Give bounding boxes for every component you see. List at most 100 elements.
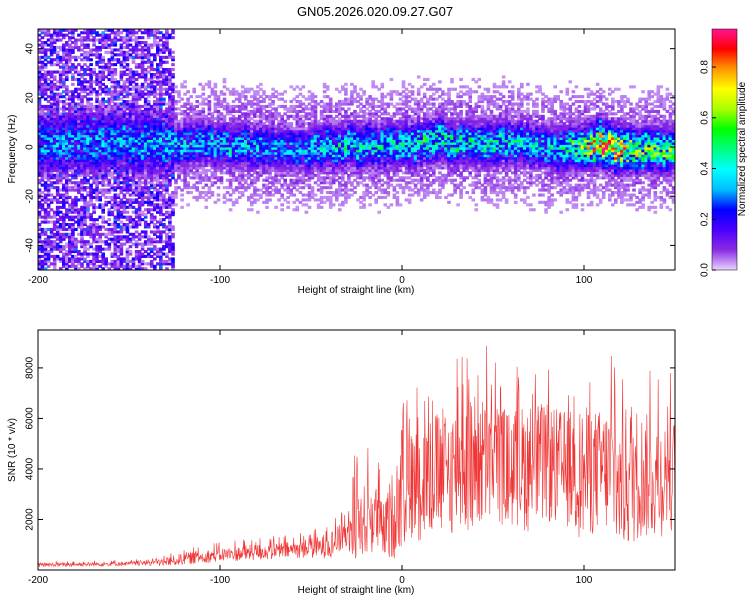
heatmap-cell bbox=[62, 156, 66, 160]
heatmap-cell bbox=[62, 100, 66, 104]
heatmap-cell bbox=[228, 173, 233, 177]
heatmap-cell bbox=[301, 129, 306, 133]
heatmap-cell bbox=[143, 119, 148, 123]
heatmap-cell bbox=[77, 104, 81, 108]
heatmap-cell bbox=[104, 154, 108, 158]
heatmap-cell bbox=[240, 102, 245, 106]
heatmap-cell bbox=[289, 193, 294, 197]
heatmap-cell bbox=[310, 164, 315, 168]
heatmap-cell bbox=[77, 124, 81, 128]
heatmap-cell bbox=[180, 85, 184, 89]
heatmap-cell bbox=[74, 29, 78, 32]
heatmap-cell bbox=[43, 218, 48, 222]
heatmap-cell bbox=[183, 80, 187, 84]
heatmap-cell bbox=[52, 159, 57, 163]
heatmap-cell bbox=[38, 43, 42, 47]
heatmap-cell bbox=[113, 114, 118, 118]
heatmap-cell bbox=[71, 75, 75, 79]
heatmap-cell bbox=[216, 161, 221, 165]
heatmap-cell bbox=[92, 210, 96, 214]
heatmap-cell bbox=[62, 154, 66, 158]
heatmap-cell bbox=[107, 227, 112, 231]
heatmap-cell bbox=[119, 36, 124, 40]
heatmap-cell bbox=[46, 166, 51, 170]
heatmap-cell bbox=[131, 149, 136, 153]
heatmap-cell bbox=[95, 90, 99, 94]
heatmap-cell bbox=[110, 132, 115, 136]
heatmap-cell bbox=[156, 225, 160, 229]
heatmap-cell bbox=[52, 132, 57, 136]
heatmap-cell bbox=[253, 166, 257, 170]
heatmap-cell bbox=[137, 146, 142, 150]
heatmap-cell bbox=[113, 33, 118, 37]
heatmap-cell bbox=[89, 154, 93, 158]
heatmap-cell bbox=[95, 176, 99, 180]
heatmap-cell bbox=[219, 159, 224, 163]
heatmap-cell bbox=[219, 117, 224, 121]
heatmap-cell bbox=[116, 176, 121, 180]
heatmap-cell bbox=[80, 223, 84, 227]
heatmap-cell bbox=[204, 205, 209, 209]
heatmap-cell bbox=[43, 164, 48, 168]
heatmap-cell bbox=[49, 166, 54, 170]
heatmap-cell bbox=[265, 178, 269, 182]
heatmap-cell bbox=[113, 156, 118, 160]
heatmap-cell bbox=[265, 144, 269, 148]
heatmap-cell bbox=[292, 146, 297, 150]
heatmap-cell bbox=[228, 183, 233, 187]
heatmap-cell bbox=[110, 117, 115, 121]
heatmap-cell bbox=[301, 102, 306, 106]
heatmap-cell bbox=[122, 164, 127, 168]
heatmap-cell bbox=[301, 178, 306, 182]
heatmap-cell bbox=[140, 65, 145, 69]
heatmap-cell bbox=[189, 146, 193, 150]
heatmap-cell bbox=[113, 223, 118, 227]
heatmap-cell bbox=[253, 114, 257, 118]
heatmap-cell bbox=[68, 178, 72, 182]
heatmap-cell bbox=[280, 114, 284, 118]
heatmap-cell bbox=[113, 168, 118, 172]
heatmap-cell bbox=[83, 181, 87, 185]
heatmap-cell bbox=[143, 124, 148, 128]
heatmap-cell bbox=[240, 171, 245, 175]
heatmap-cell bbox=[201, 149, 206, 153]
heatmap-cell bbox=[195, 154, 199, 158]
heatmap-cell bbox=[38, 124, 42, 128]
heatmap-cell bbox=[83, 213, 87, 217]
heatmap-cell bbox=[43, 50, 48, 54]
heatmap-cell bbox=[119, 264, 124, 268]
heatmap-cell bbox=[119, 48, 124, 52]
heatmap-cell bbox=[174, 151, 178, 155]
heatmap-cell bbox=[80, 82, 84, 86]
heatmap-cell bbox=[119, 43, 124, 47]
heatmap-cell bbox=[159, 262, 163, 266]
heatmap-cell bbox=[107, 136, 112, 140]
heatmap-cell bbox=[171, 250, 175, 254]
heatmap-cell bbox=[280, 151, 284, 155]
heatmap-cell bbox=[216, 100, 221, 104]
heatmap-cell bbox=[168, 80, 172, 84]
heatmap-cell bbox=[177, 132, 181, 136]
heatmap-cell bbox=[310, 168, 315, 172]
heatmap-cell bbox=[256, 109, 260, 113]
heatmap-cell bbox=[244, 122, 248, 126]
heatmap-cell bbox=[134, 122, 139, 126]
heatmap-cell bbox=[140, 247, 145, 251]
heatmap-cell bbox=[210, 90, 215, 94]
heatmap-cell bbox=[131, 55, 136, 59]
heatmap-cell bbox=[165, 134, 169, 138]
heatmap-cell bbox=[174, 141, 178, 145]
heatmap-cell bbox=[38, 122, 42, 126]
heatmap-cell bbox=[304, 193, 309, 197]
heatmap-cell bbox=[49, 186, 54, 190]
heatmap-cell bbox=[80, 85, 84, 89]
heatmap-cell bbox=[77, 146, 81, 150]
heatmap-cell bbox=[198, 139, 203, 143]
heatmap-cell bbox=[95, 173, 99, 177]
heatmap-cell bbox=[55, 242, 60, 246]
heatmap-cell bbox=[43, 257, 48, 261]
heatmap-cell bbox=[113, 38, 118, 42]
heatmap-cell bbox=[40, 124, 45, 128]
heatmap-cell bbox=[122, 215, 127, 219]
heatmap-cell bbox=[86, 117, 90, 121]
